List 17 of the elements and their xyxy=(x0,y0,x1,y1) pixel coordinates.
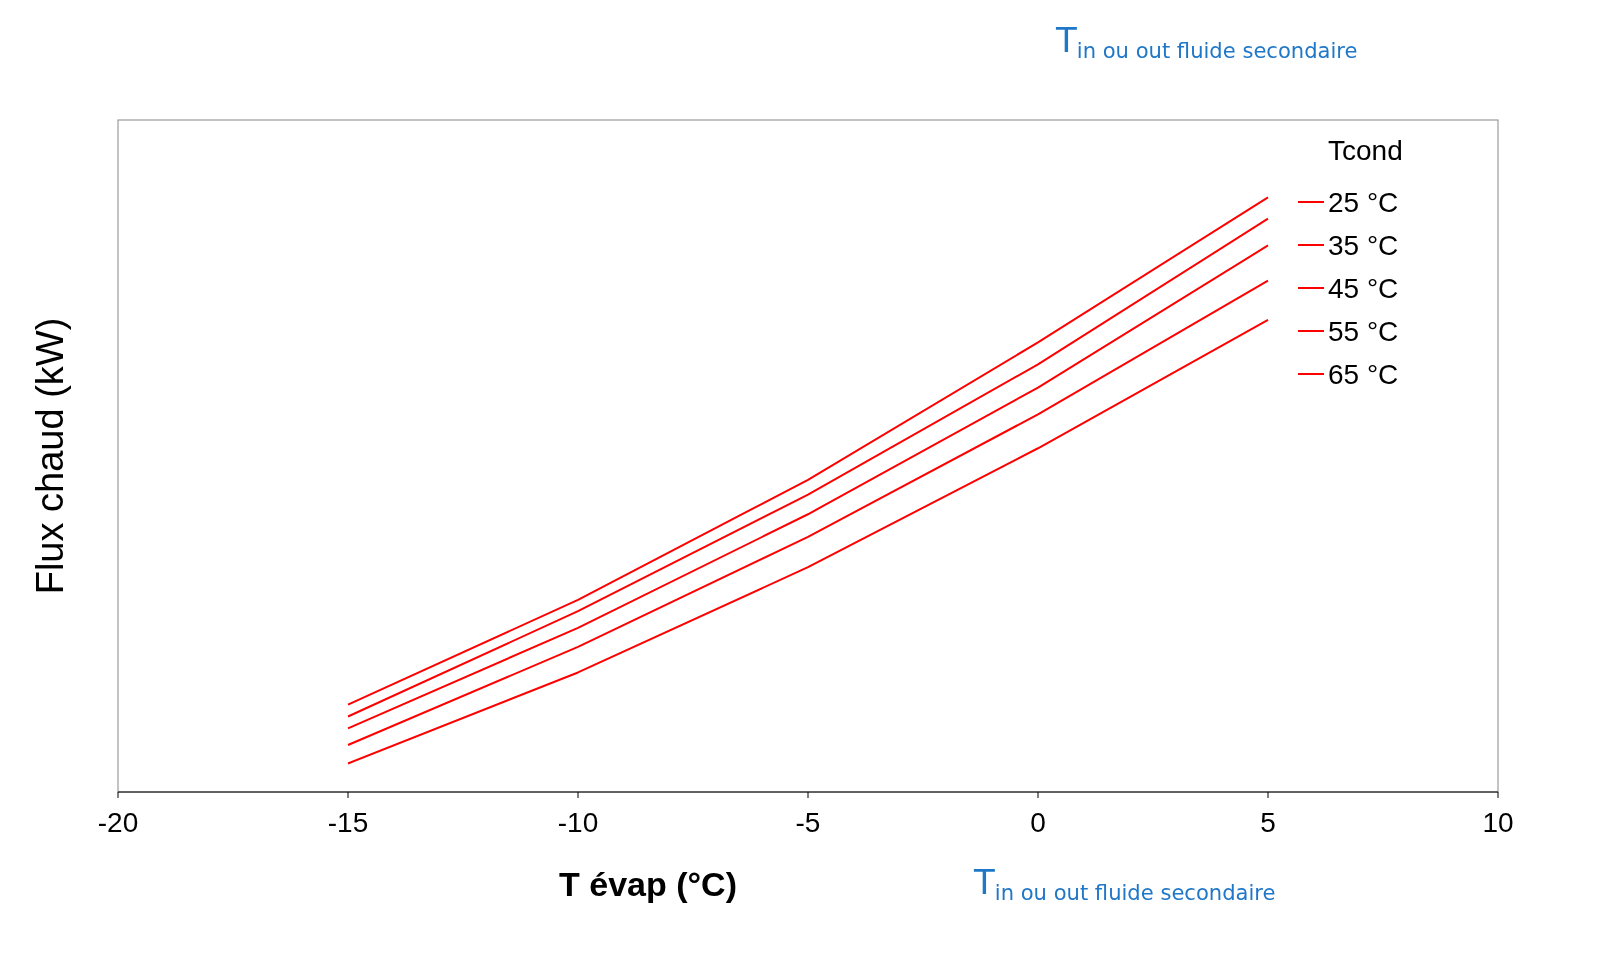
legend-label: 65 °C xyxy=(1328,359,1399,390)
legend-label: 35 °C xyxy=(1328,230,1399,261)
legend-label: 55 °C xyxy=(1328,316,1399,347)
text: T$_{in ou out fluide secondaire}$ xyxy=(1055,20,1358,64)
x-tick-label: 10 xyxy=(1482,807,1514,838)
x-tick-label: -20 xyxy=(97,807,139,838)
text: T$_{in ou out fluide secondaire}$ xyxy=(973,862,1276,906)
y-axis-title: Flux chaud (kW) xyxy=(29,317,71,595)
x-tick-label: 5 xyxy=(1260,807,1276,838)
x-axis-title: T évap (°C) xyxy=(559,865,737,903)
x-tick-label: -5 xyxy=(795,807,821,838)
legend-title: Tcond xyxy=(1328,135,1403,166)
x-tick-label: -15 xyxy=(327,807,369,838)
x-tick-label: -10 xyxy=(557,807,599,838)
legend-label: 45 °C xyxy=(1328,273,1399,304)
x-tick-label: 0 xyxy=(1030,807,1046,838)
legend-label: 25 °C xyxy=(1328,187,1399,218)
